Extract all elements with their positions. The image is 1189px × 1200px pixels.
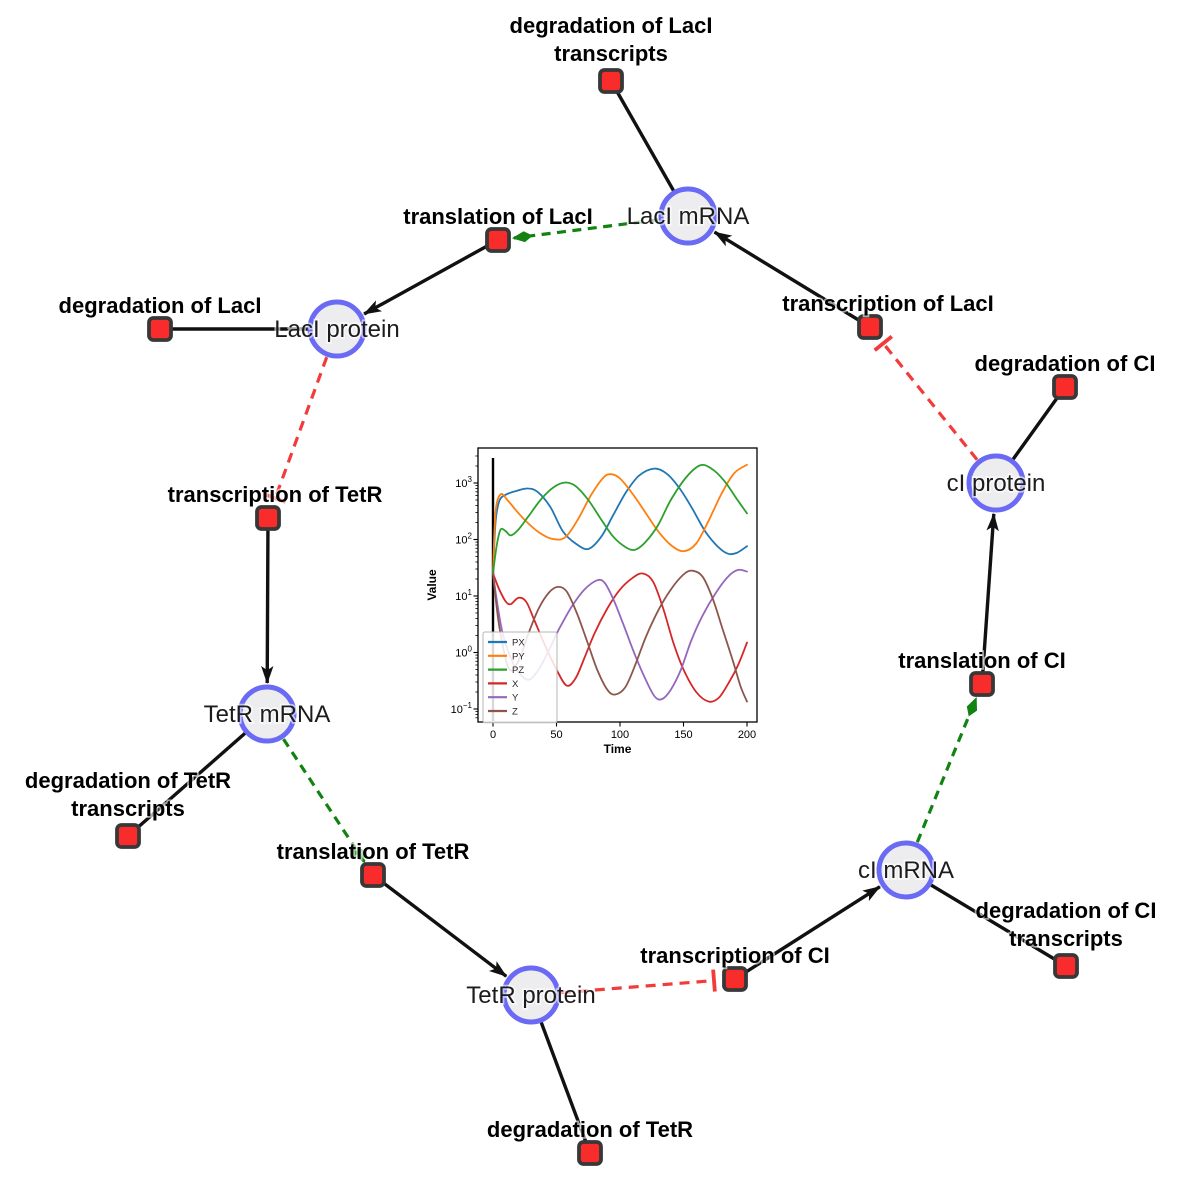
reaction-label-deg_tetr_tx-line2: transcripts [71,796,185,821]
series-curve-PZ [492,464,748,575]
reaction-label-tl_ci: translation of CI [898,648,1065,673]
x-tick-label: 100 [611,729,629,741]
y-tick-label: 103 [455,475,472,490]
legend-label-Y: Y [512,693,519,704]
edge-inhibition-laci_prot-to-tc_tetr [264,356,329,504]
x-tick-label: 150 [674,729,692,741]
species-label-ci_prot: cI protein [947,470,1046,497]
legend-label-PZ: PZ [512,665,524,676]
y-tick-label: 10−1 [451,701,473,716]
x-tick-label: 50 [550,729,562,741]
y-tick-label: 102 [455,532,472,547]
reaction-label-deg_laci_tx-line1: degradation of LacI [510,13,713,38]
edge-arrow-tc_tetr-to-tetr_mrna [261,517,274,684]
x-axis-label: Time [604,742,632,756]
reaction-node-tc_tetr[interactable] [255,505,281,531]
timeseries-chart: 103 102 101 100 10−1 0 50 100 150 200 Time Value PX P… [425,447,758,756]
reaction-node-deg_ci_tx[interactable] [1053,953,1079,979]
species-node-ci_prot[interactable] [966,453,1026,513]
series-curve-X [492,572,748,703]
species-label-laci_mrna: LacI mRNA [627,203,750,230]
legend-label-X: X [512,679,519,690]
y-tick-label: 101 [455,588,472,603]
edge-activation-ci_mrna-to-tl_ci [915,696,978,843]
reaction-label-deg_ci: degradation of CI [975,351,1156,376]
legend-label-Z: Z [512,707,518,718]
reaction-node-tc_laci[interactable] [857,314,883,340]
species-node-laci_prot[interactable] [307,299,367,359]
reaction-node-tl_tetr[interactable] [360,862,386,888]
edge-inhibition-tetr_prot-to-tc_ci [560,969,717,995]
x-tick-label: 200 [738,729,756,741]
reaction-node-deg_tetr_tx[interactable] [115,823,141,849]
reaction-node-tc_ci[interactable] [722,966,748,992]
species-label-tetr_prot: TetR protein [466,982,595,1009]
species-node-tetr_mrna[interactable] [237,684,297,744]
y-axis-label: Value [425,569,439,601]
edge-inhibition-ci_prot-to-tc_laci [873,334,979,461]
reaction-label-tc_ci: transcription of CI [640,943,829,968]
edge-arrow-tl_laci-to-laci_prot [363,238,499,316]
reaction-node-deg_laci_tx[interactable] [598,68,624,94]
reaction-label-tc_tetr: transcription of TetR [168,482,383,507]
reaction-label-tc_laci: transcription of LacI [782,291,993,316]
edge-arrow-tc_ci-to-ci_mrna [734,885,881,981]
species-label-tetr_mrna: TetR mRNA [204,701,331,728]
reaction-node-deg_tetr[interactable] [577,1140,603,1166]
reaction-node-deg_ci[interactable] [1052,374,1078,400]
legend-label-PX: PX [512,638,525,649]
reaction-label-deg_laci_tx-line2: transcripts [554,41,668,66]
species-node-laci_mrna[interactable] [658,186,718,246]
species-label-ci_mrna: cI mRNA [858,857,954,884]
edge-line-tetr_mrna-to-deg_tetr_tx [126,712,269,838]
species-label-laci_prot: LacI protein [274,316,399,343]
edge-line-ci_mrna-to-deg_ci_tx [905,868,1067,968]
reaction-node-tl_laci[interactable] [485,227,511,253]
x-tick-label: 0 [490,729,496,741]
legend-label-PY: PY [512,651,525,662]
edge-activation-laci_mrna-to-tl_laci [511,218,659,243]
y-tick-label: 100 [455,645,472,660]
edge-activation-tetr_mrna-to-tl_tetr [282,738,366,864]
reaction-node-tl_ci[interactable] [969,671,995,697]
reaction-label-deg_tetr: degradation of TetR [487,1117,693,1142]
species-node-tetr_prot[interactable] [501,965,561,1025]
chart-frame [477,447,758,723]
reaction-node-deg_laci[interactable] [147,316,173,342]
edge-arrow-tc_laci-to-laci_mrna [713,230,871,329]
edge-arrow-tl_tetr-to-tetr_prot [371,873,508,978]
reaction-label-tl_laci: translation of LacI [403,204,592,229]
series-curve-PX [492,467,748,575]
reaction-label-deg_ci_tx-line2: transcripts [1009,926,1123,951]
edge-arrow-tl_ci-to-ci_prot [980,512,999,685]
reaction-label-deg_ci_tx-line1: degradation of CI [976,898,1157,923]
reaction-label-deg_tetr_tx-line1: degradation of TetR [25,768,231,793]
reaction-label-tl_tetr: translation of TetR [277,839,470,864]
species-node-ci_mrna[interactable] [876,840,936,900]
series-curve-PY [492,463,748,575]
reaction-label-deg_laci: degradation of LacI [59,293,262,318]
